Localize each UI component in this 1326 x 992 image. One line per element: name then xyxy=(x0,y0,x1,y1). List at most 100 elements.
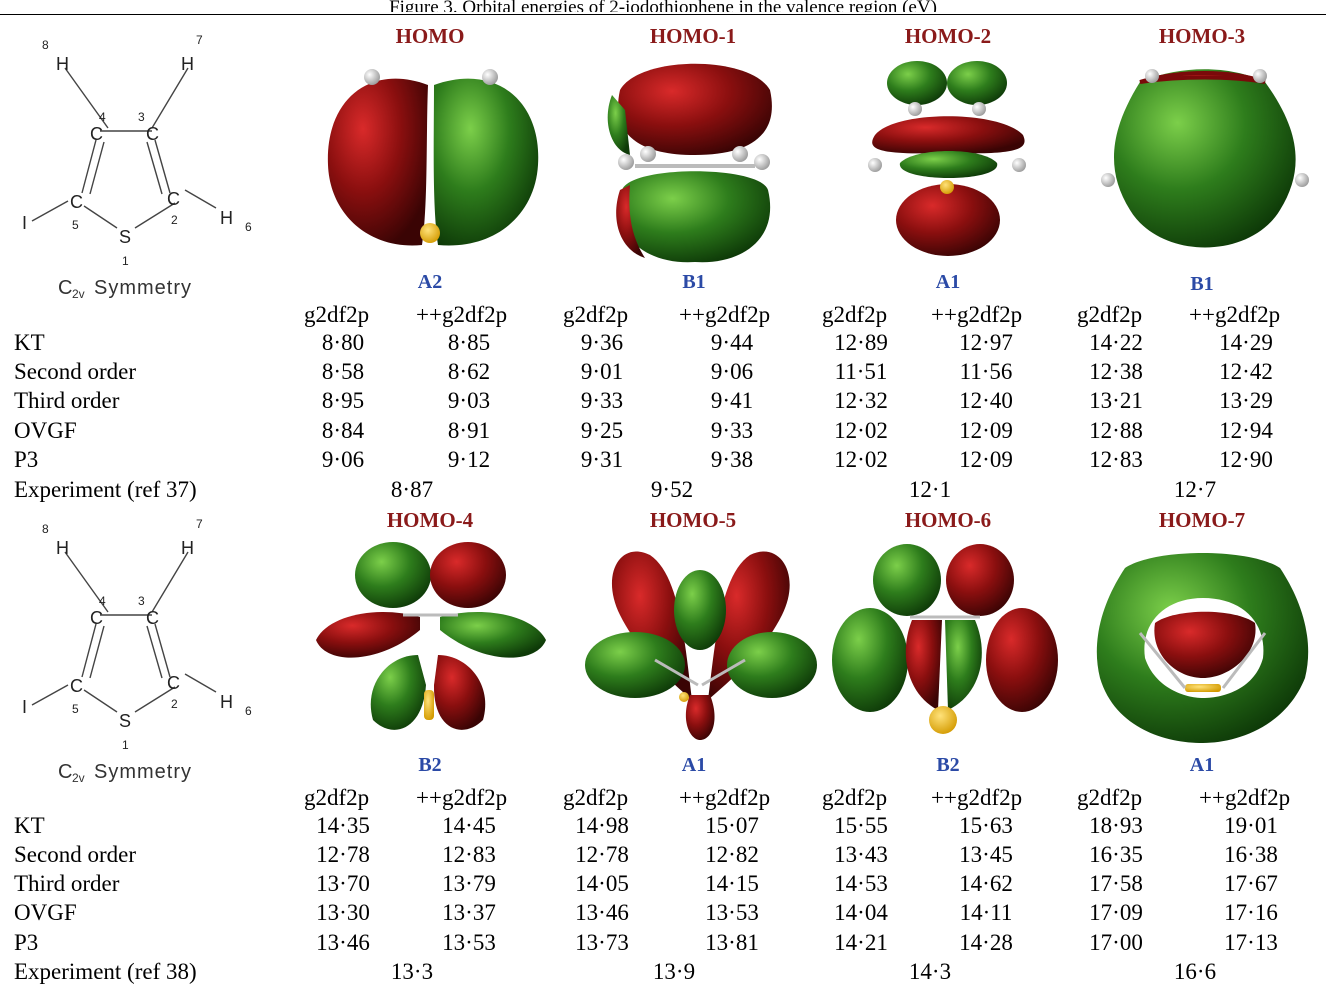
table-cell: 12·32 xyxy=(834,388,888,413)
basis-header: g2df2p xyxy=(822,302,888,327)
table-cell: 8·85 xyxy=(447,330,491,355)
table-cell: 13·21 xyxy=(1089,388,1143,413)
table-cell: 16·38 xyxy=(1224,842,1278,867)
table-cell: 12·42 xyxy=(1219,359,1273,384)
table-cell: 12·40 xyxy=(959,388,1013,413)
atom-sulfur: S xyxy=(119,227,131,247)
atom-c5: C xyxy=(70,192,83,212)
table-cell: 12·02 xyxy=(834,447,888,472)
table-cell: 15·07 xyxy=(705,813,759,838)
table-cell: 14·21 xyxy=(834,930,888,955)
table-cell: 14·05 xyxy=(575,871,629,896)
atom-iodine: I xyxy=(22,213,27,233)
table-cell: 8·58 xyxy=(321,359,365,384)
basis-header: ++g2df2p xyxy=(416,785,508,810)
basis-header: ++g2df2p xyxy=(1199,785,1291,810)
orbital-symmetry: B1 xyxy=(1190,273,1214,295)
atom-num-1: 1 xyxy=(122,738,129,752)
orbital-title: HOMO xyxy=(395,24,465,48)
table-cell: 12·97 xyxy=(959,330,1013,355)
atom-iodine: I xyxy=(22,697,27,717)
table-cell: 16·35 xyxy=(1089,842,1143,867)
atom-num-7: 7 xyxy=(196,33,203,47)
table-cell: 12·83 xyxy=(442,842,496,867)
basis-header: g2df2p xyxy=(304,785,370,810)
table-cell: 12·78 xyxy=(575,842,629,867)
row-label-kt: KT xyxy=(14,813,45,838)
table-cell: 17·58 xyxy=(1089,871,1143,896)
table-cell: 9·06 xyxy=(321,447,365,472)
table-cell: 14·11 xyxy=(959,900,1013,925)
table-cell: 8·95 xyxy=(321,388,365,413)
row-label-p3: P3 xyxy=(14,930,39,955)
table-cell: 14·15 xyxy=(705,871,759,896)
table-cell: 12·90 xyxy=(1219,447,1273,472)
orbital-symmetry: B2 xyxy=(936,754,960,776)
table-cell: 13·73 xyxy=(575,930,629,955)
table-cell: 8·84 xyxy=(321,418,365,443)
table-cell: 15·63 xyxy=(959,813,1013,838)
row-label-third-order: Third order xyxy=(14,871,120,896)
table-cell: 9·44 xyxy=(710,330,754,355)
table-cell: 12·02 xyxy=(834,418,888,443)
orbital-symmetry: A1 xyxy=(1189,754,1215,776)
table-cell: 14·62 xyxy=(959,871,1013,896)
orbital-symmetry: B2 xyxy=(418,754,442,776)
atom-num-6: 6 xyxy=(245,704,252,718)
table-cell: 13·45 xyxy=(959,842,1013,867)
atom-h7: H xyxy=(181,54,194,74)
experiment-value: 14·3 xyxy=(908,959,952,984)
table-cell: 11·51 xyxy=(834,359,888,384)
top-rule xyxy=(0,14,1326,15)
orbital-homo-5-image xyxy=(580,535,825,745)
experiment-value: 9·52 xyxy=(650,477,694,502)
symmetry-sub: 2v xyxy=(72,287,85,301)
table-cell: 17·16 xyxy=(1224,900,1278,925)
row-label-experiment: Experiment (ref 37) xyxy=(14,477,197,502)
atom-num-2: 2 xyxy=(171,213,178,227)
table-cell: 13·46 xyxy=(316,930,370,955)
basis-header: g2df2p xyxy=(822,785,888,810)
experiment-value: 12·1 xyxy=(908,477,952,502)
experiment-value: 13·3 xyxy=(390,959,434,984)
molecule-structure: H 8 H 7 C 4 C 3 C 5 C 2 I S 1 H 6 C 2v xyxy=(20,512,270,787)
atom-num-4: 4 xyxy=(99,594,106,608)
atom-c4: C xyxy=(90,124,103,144)
atom-h8: H xyxy=(56,54,69,74)
basis-header: g2df2p xyxy=(563,785,629,810)
atom-num-1: 1 xyxy=(122,254,129,268)
basis-header: ++g2df2p xyxy=(679,785,771,810)
table-cell: 13·29 xyxy=(1219,388,1273,413)
table-cell: 8·62 xyxy=(447,359,491,384)
atom-h6: H xyxy=(220,208,233,228)
atom-num-3: 3 xyxy=(138,594,145,608)
molecule-structure: H 8 H 7 C 4 C 3 C 5 C 2 I S 1 H 6 C 2v xyxy=(20,28,270,303)
atom-h6: H xyxy=(220,692,233,712)
orbital-homo-3-image xyxy=(1100,60,1310,265)
orbital-homo-6-image xyxy=(830,535,1060,745)
table-cell: 9·33 xyxy=(580,388,624,413)
atom-num-2: 2 xyxy=(171,697,178,711)
table-cell: 13·79 xyxy=(442,871,496,896)
table-cell: 12·82 xyxy=(705,842,759,867)
experiment-value: 8·87 xyxy=(390,477,434,502)
table-cell: 13·70 xyxy=(316,871,370,896)
orbital-homo-2-image xyxy=(855,55,1040,260)
basis-header: g2df2p xyxy=(304,302,370,327)
table-cell: 18·93 xyxy=(1089,813,1143,838)
table-cell: 12·88 xyxy=(1089,418,1143,443)
orbital-homo-4-image xyxy=(308,535,553,745)
orbital-title: HOMO-1 xyxy=(649,24,737,48)
table-cell: 14·29 xyxy=(1219,330,1273,355)
orbital-homo-7-image xyxy=(1085,538,1320,748)
orbital-title: HOMO-2 xyxy=(904,24,992,48)
table-cell: 17·00 xyxy=(1089,930,1143,955)
table-cell: 17·67 xyxy=(1224,871,1278,896)
table-cell: 13·37 xyxy=(442,900,496,925)
atom-num-4: 4 xyxy=(99,110,106,124)
atom-num-7: 7 xyxy=(196,517,203,531)
table-cell: 12·94 xyxy=(1219,418,1273,443)
table-cell: 12·38 xyxy=(1089,359,1143,384)
table-cell: 14·53 xyxy=(834,871,888,896)
table-cell: 9·33 xyxy=(710,418,754,443)
